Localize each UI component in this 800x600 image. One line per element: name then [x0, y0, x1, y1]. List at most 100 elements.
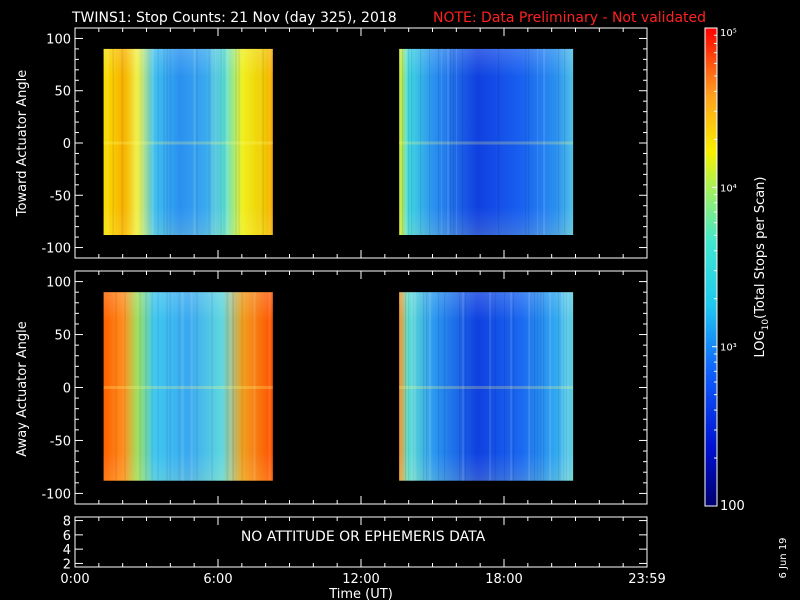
heatmap-streak: [420, 48, 422, 236]
heatmap-streak: [121, 48, 123, 236]
heatmap-streak: [208, 48, 210, 236]
heatmap-streak: [558, 48, 560, 236]
heatmap-streak: [549, 292, 552, 481]
colorbar-tick-label: 10⁵: [720, 28, 737, 39]
attitude-x-ticks: [74, 517, 648, 567]
heatmap-streak: [145, 48, 147, 236]
heatmap-streak: [462, 48, 464, 236]
heatmap-streak: [115, 292, 117, 481]
y-tick-label: 100: [46, 276, 71, 291]
heatmap-streak: [453, 48, 455, 236]
colorbar-tick-label: 10³: [720, 343, 737, 354]
heatmap-streak: [232, 292, 234, 481]
heatmap-streak: [423, 292, 425, 481]
toward-panel: 100 50 0 -50 -100 Toward Actuator Angle: [15, 27, 648, 259]
colorbar-tick-label: 10⁴: [720, 183, 737, 194]
colorbar-tick-label: 100: [720, 499, 745, 514]
colorbar-label-sub: 10: [761, 319, 771, 331]
zero-angle-band: [103, 386, 273, 389]
colorbar-ticks: 100 10³ 10⁴ 10⁵: [712, 27, 745, 514]
y-tick-label: 2: [63, 557, 71, 572]
y-tick-label: 8: [63, 515, 71, 530]
time-tick-label: 6:00: [203, 572, 232, 587]
heatmap-streak: [268, 292, 271, 481]
heatmap-streak: [112, 48, 114, 236]
heatmap-streak: [444, 292, 446, 481]
zero-angle-band: [399, 386, 574, 389]
heatmap-streak: [405, 48, 408, 236]
heatmap-streak: [169, 48, 171, 236]
heatmap-streak: [564, 292, 567, 481]
heatmap-streak: [456, 48, 458, 236]
heatmap-streak: [220, 48, 222, 236]
time-tick-label: 23:59: [628, 572, 665, 587]
heatmap-streak: [226, 292, 228, 481]
heatmap-streak: [411, 48, 413, 236]
no-attitude-message: NO ATTITUDE OR EPHEMERIS DATA: [241, 529, 486, 545]
heatmap-streak: [142, 48, 145, 236]
figure-title: TWINS1: Stop Counts: 21 Nov (day 325), 2…: [71, 10, 397, 26]
heatmap-streak: [558, 292, 560, 481]
away-x-ticks: [74, 271, 648, 504]
heatmap-streak: [405, 292, 407, 481]
heatmap-streak: [534, 292, 536, 481]
zero-angle-band: [103, 141, 273, 145]
time-axis-label: Time (UT): [328, 587, 393, 600]
colorbar-label-main: LOG: [753, 330, 768, 357]
heatmap-streak: [489, 292, 492, 481]
heatmap-streak: [169, 292, 171, 481]
heatmap-streak: [438, 292, 440, 481]
y-tick-label: 4: [63, 543, 71, 558]
heatmap-streak: [426, 292, 428, 481]
heatmap-streak: [465, 292, 467, 481]
heatmap-streak: [166, 48, 168, 236]
heatmap-streak: [495, 292, 497, 481]
heatmap-streak: [178, 292, 180, 481]
heatmap-streak: [196, 48, 198, 236]
heatmap-streak: [498, 48, 500, 236]
zero-angle-band: [399, 141, 574, 145]
y-tick-label: 50: [54, 85, 71, 100]
y-tick-label: -50: [50, 434, 71, 449]
heatmap-streak: [235, 48, 237, 236]
toward-x-ticks: [74, 28, 648, 258]
heatmap-streak: [124, 292, 126, 481]
heatmap-streak: [537, 292, 539, 481]
heatmap-streak: [268, 48, 271, 236]
colorbar-frame: [704, 27, 718, 507]
heatmap-streak: [561, 292, 564, 481]
heatmap-streak: [193, 48, 196, 236]
heatmap-streak: [504, 292, 506, 481]
heatmap-streak: [211, 48, 214, 236]
colorbar: 100 10³ 10⁴ 10⁵ LOG10(Total Stops per Scan): [704, 27, 771, 514]
time-tick-label: 0:00: [60, 572, 89, 587]
heatmap-streak: [211, 292, 213, 481]
date-stamp: 6 Jun 19: [778, 537, 789, 578]
heatmap-streak: [450, 48, 452, 236]
heatmap-streak: [462, 292, 465, 481]
heatmap-streak: [253, 292, 256, 481]
preliminary-note: NOTE: Data Preliminary - Not validated: [433, 10, 706, 26]
heatmap-streak: [223, 48, 225, 236]
heatmap-streak: [543, 292, 545, 481]
heatmap-streak: [429, 292, 432, 481]
toward-heatmap-blocks: [103, 48, 574, 236]
heatmap-streak: [190, 292, 193, 481]
heatmap-streak: [438, 48, 440, 236]
heatmap-shading: [399, 48, 574, 236]
heatmap-streak: [136, 48, 138, 236]
toward-y-ticks: 100 50 0 -50 -100: [41, 32, 647, 257]
heatmap-streak: [181, 292, 184, 481]
heatmap-streak: [226, 48, 229, 236]
heatmap-streak: [399, 48, 401, 236]
y-tick-label: 50: [54, 329, 71, 344]
y-tick-label: 6: [63, 529, 71, 544]
toward-y-axis-label: Toward Actuator Angle: [15, 70, 30, 217]
heatmap-streak: [241, 292, 243, 481]
heatmap-streak: [567, 292, 570, 481]
heatmap-streak: [262, 48, 264, 236]
heatmap-streak: [411, 292, 414, 481]
heatmap-streak: [133, 48, 136, 236]
